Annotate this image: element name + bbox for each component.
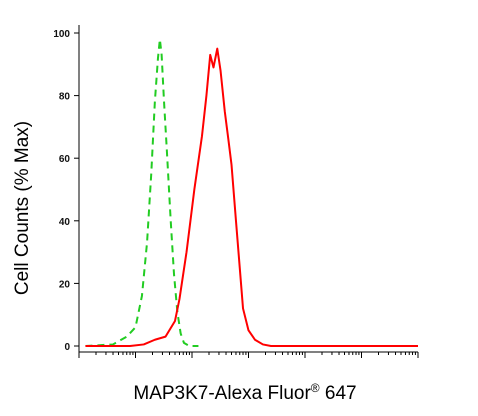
dashed-histogram-curve: [85, 38, 199, 347]
x-axis-ticks: [78, 352, 419, 358]
y-tick-label: 40: [59, 217, 71, 228]
y-tick-label: 100: [53, 29, 70, 40]
y-tick-label: 80: [59, 92, 71, 103]
y-tick-label: 60: [59, 154, 71, 165]
solid-histogram-curve: [85, 47, 418, 347]
series-layer: [85, 38, 418, 347]
y-tick-label: 20: [59, 279, 71, 290]
plot-area: 0 20 40 60 80 100: [53, 25, 419, 358]
x-axis-label-superscript: ®: [311, 381, 320, 395]
x-axis-label-suffix: 647: [320, 383, 357, 404]
y-axis-ticks: 0 20 40 60 80 100: [53, 29, 79, 353]
x-axis-label: MAP3K7-Alexa Fluor® 647: [133, 381, 356, 404]
y-tick-label: 0: [64, 342, 70, 353]
x-axis-label-main: MAP3K7-Alexa Fluor: [133, 383, 311, 404]
y-axis-label: Cell Counts (% Max): [12, 121, 33, 295]
